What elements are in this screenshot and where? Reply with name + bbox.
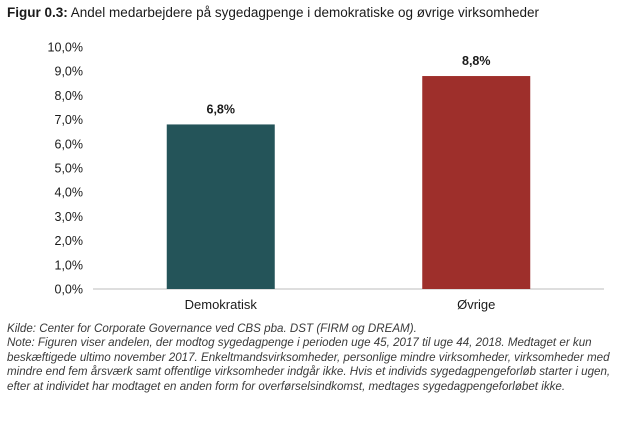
y-tick-label: 8,0% — [55, 89, 84, 103]
y-tick-label: 2,0% — [55, 234, 84, 248]
x-tick-label: Øvrige — [457, 297, 495, 312]
bar — [422, 76, 531, 289]
methodology-note: Note: Figuren viser andelen, der modtog … — [7, 336, 611, 393]
y-tick-label: 4,0% — [55, 186, 84, 200]
data-label: 6,8% — [207, 102, 236, 116]
y-tick-label: 9,0% — [55, 65, 84, 79]
y-tick-label: 3,0% — [55, 210, 84, 224]
data-label: 8,8% — [462, 54, 491, 68]
x-tick-label: Demokratisk — [185, 297, 258, 312]
figure-notes: Kilde: Center for Corporate Governance v… — [7, 322, 632, 394]
y-tick-label: 1,0% — [55, 258, 84, 272]
y-tick-label: 10,0% — [48, 41, 83, 55]
bar — [166, 124, 275, 289]
bar-chart: 0,0% 1,0% 2,0% 3,0% 4,0% 5,0% 6,0% 7,0% 8,0% 9,0%… — [48, 41, 604, 312]
y-tick-label: 0,0% — [55, 283, 84, 297]
y-tick-label: 5,0% — [55, 162, 84, 176]
y-tick-label: 6,0% — [55, 137, 84, 151]
figure-title-text: Andel medarbejdere på sygedagpenge i dem… — [70, 5, 540, 20]
source-note: Kilde: Center for Corporate Governance v… — [7, 322, 417, 335]
y-tick-label: 7,0% — [55, 113, 84, 127]
figure-label: Figur 0.3: — [7, 5, 68, 20]
figure-title: Figur 0.3: Andel medarbejdere på sygedag… — [7, 5, 539, 20]
